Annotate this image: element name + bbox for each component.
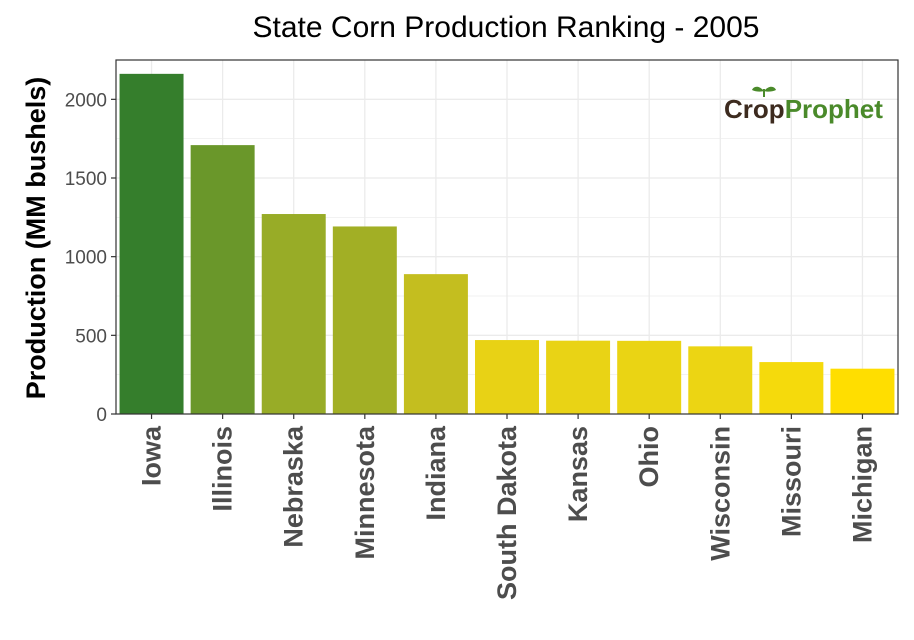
bar-ohio	[617, 340, 682, 414]
x-tick-label: Ohio	[634, 426, 664, 488]
bar-wisconsin	[688, 346, 753, 414]
logo-text-prophet: Prophet	[785, 94, 884, 124]
x-tick-label: Minnesota	[350, 425, 380, 559]
y-tick-label: 2000	[65, 90, 107, 111]
y-axis-label: Production (MM bushels)	[21, 77, 51, 399]
logo-text-p: p	[769, 94, 785, 124]
bars-layer	[119, 73, 895, 414]
y-ticks-layer: 0 500 1000 1500 2000	[65, 90, 116, 426]
logo-letter-o: o	[753, 94, 769, 124]
x-ticks-layer: Iowa Illinois Nebraska Minnesota Indiana Sout…	[137, 414, 877, 600]
x-tick-label: Iowa	[137, 425, 167, 486]
y-tick-label: 500	[75, 326, 107, 347]
bar-kansas	[546, 340, 611, 414]
bar-minnesota	[332, 226, 397, 414]
logo-text-cr: Cr	[724, 94, 753, 124]
x-tick-label: Illinois	[208, 426, 238, 512]
svg-text:CropProphet: CropProphet	[724, 94, 883, 124]
bar-south-dakota	[475, 340, 539, 414]
bar-iowa	[119, 73, 184, 414]
sprout-icon	[752, 86, 776, 97]
bar-illinois	[190, 145, 255, 414]
bar-nebraska	[261, 214, 326, 414]
x-tick-label: Michigan	[847, 426, 877, 543]
y-tick-label: 1500	[65, 169, 107, 190]
x-tick-label: South Dakota	[492, 425, 522, 600]
x-tick-label: Missouri	[776, 426, 806, 537]
bar-indiana	[403, 274, 468, 414]
x-tick-label: Kansas	[563, 426, 593, 522]
y-tick-label: 1000	[65, 248, 107, 269]
crop-prophet-logo: CropProphet	[724, 86, 883, 124]
bar-michigan	[830, 368, 895, 414]
chart-title: State Corn Production Ranking - 2005	[253, 11, 760, 44]
x-tick-label: Wisconsin	[705, 426, 735, 561]
y-tick-label: 0	[96, 405, 107, 426]
x-tick-label: Nebraska	[279, 425, 309, 548]
bar-missouri	[759, 362, 824, 414]
x-tick-label: Indiana	[421, 425, 451, 520]
